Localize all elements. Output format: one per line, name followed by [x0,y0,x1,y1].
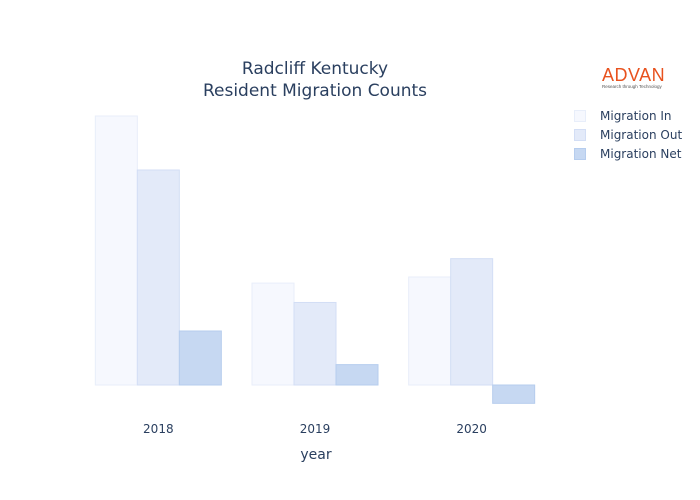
bar-migration-net-2018[interactable] [178,330,222,386]
x-tick-label: 2019 [300,422,331,436]
x-tick-label: 2020 [456,422,487,436]
bar-migration-out-2018[interactable] [136,169,180,386]
logo-tagline: Research through Technology [602,84,662,89]
legend-swatch [574,109,586,122]
legend-label: Migration Net [600,146,682,161]
legend-swatch [574,128,586,141]
legend-swatch [574,147,586,160]
legend-item-migration-out[interactable]: Migration Out [574,125,682,144]
bar-migration-net-2019[interactable] [335,364,379,386]
logo-wordmark: ADVAN [602,65,666,85]
bar-migration-out-2019[interactable] [293,301,337,386]
legend: Migration In Migration Out Migration Net [574,106,682,163]
legend-item-migration-in[interactable]: Migration In [574,106,682,125]
bar-migration-in-2018[interactable] [94,115,138,386]
advan-logo: ADVAN Research through Technology [602,66,672,90]
x-axis-label: year [300,447,332,463]
chart-title-line-2: Resident Migration Counts [202,81,428,101]
legend-label: Migration In [600,108,672,123]
chart-title-line-1: Radcliff Kentucky [241,59,389,79]
bar-migration-net-2020[interactable] [492,384,536,404]
legend-label: Migration Out [600,127,683,142]
x-tick-label: 2018 [143,422,174,436]
bar-migration-in-2019[interactable] [251,282,295,386]
legend-item-migration-net[interactable]: Migration Net [574,144,682,163]
bar-migration-out-2020[interactable] [450,258,494,386]
bar-migration-in-2020[interactable] [408,276,452,386]
